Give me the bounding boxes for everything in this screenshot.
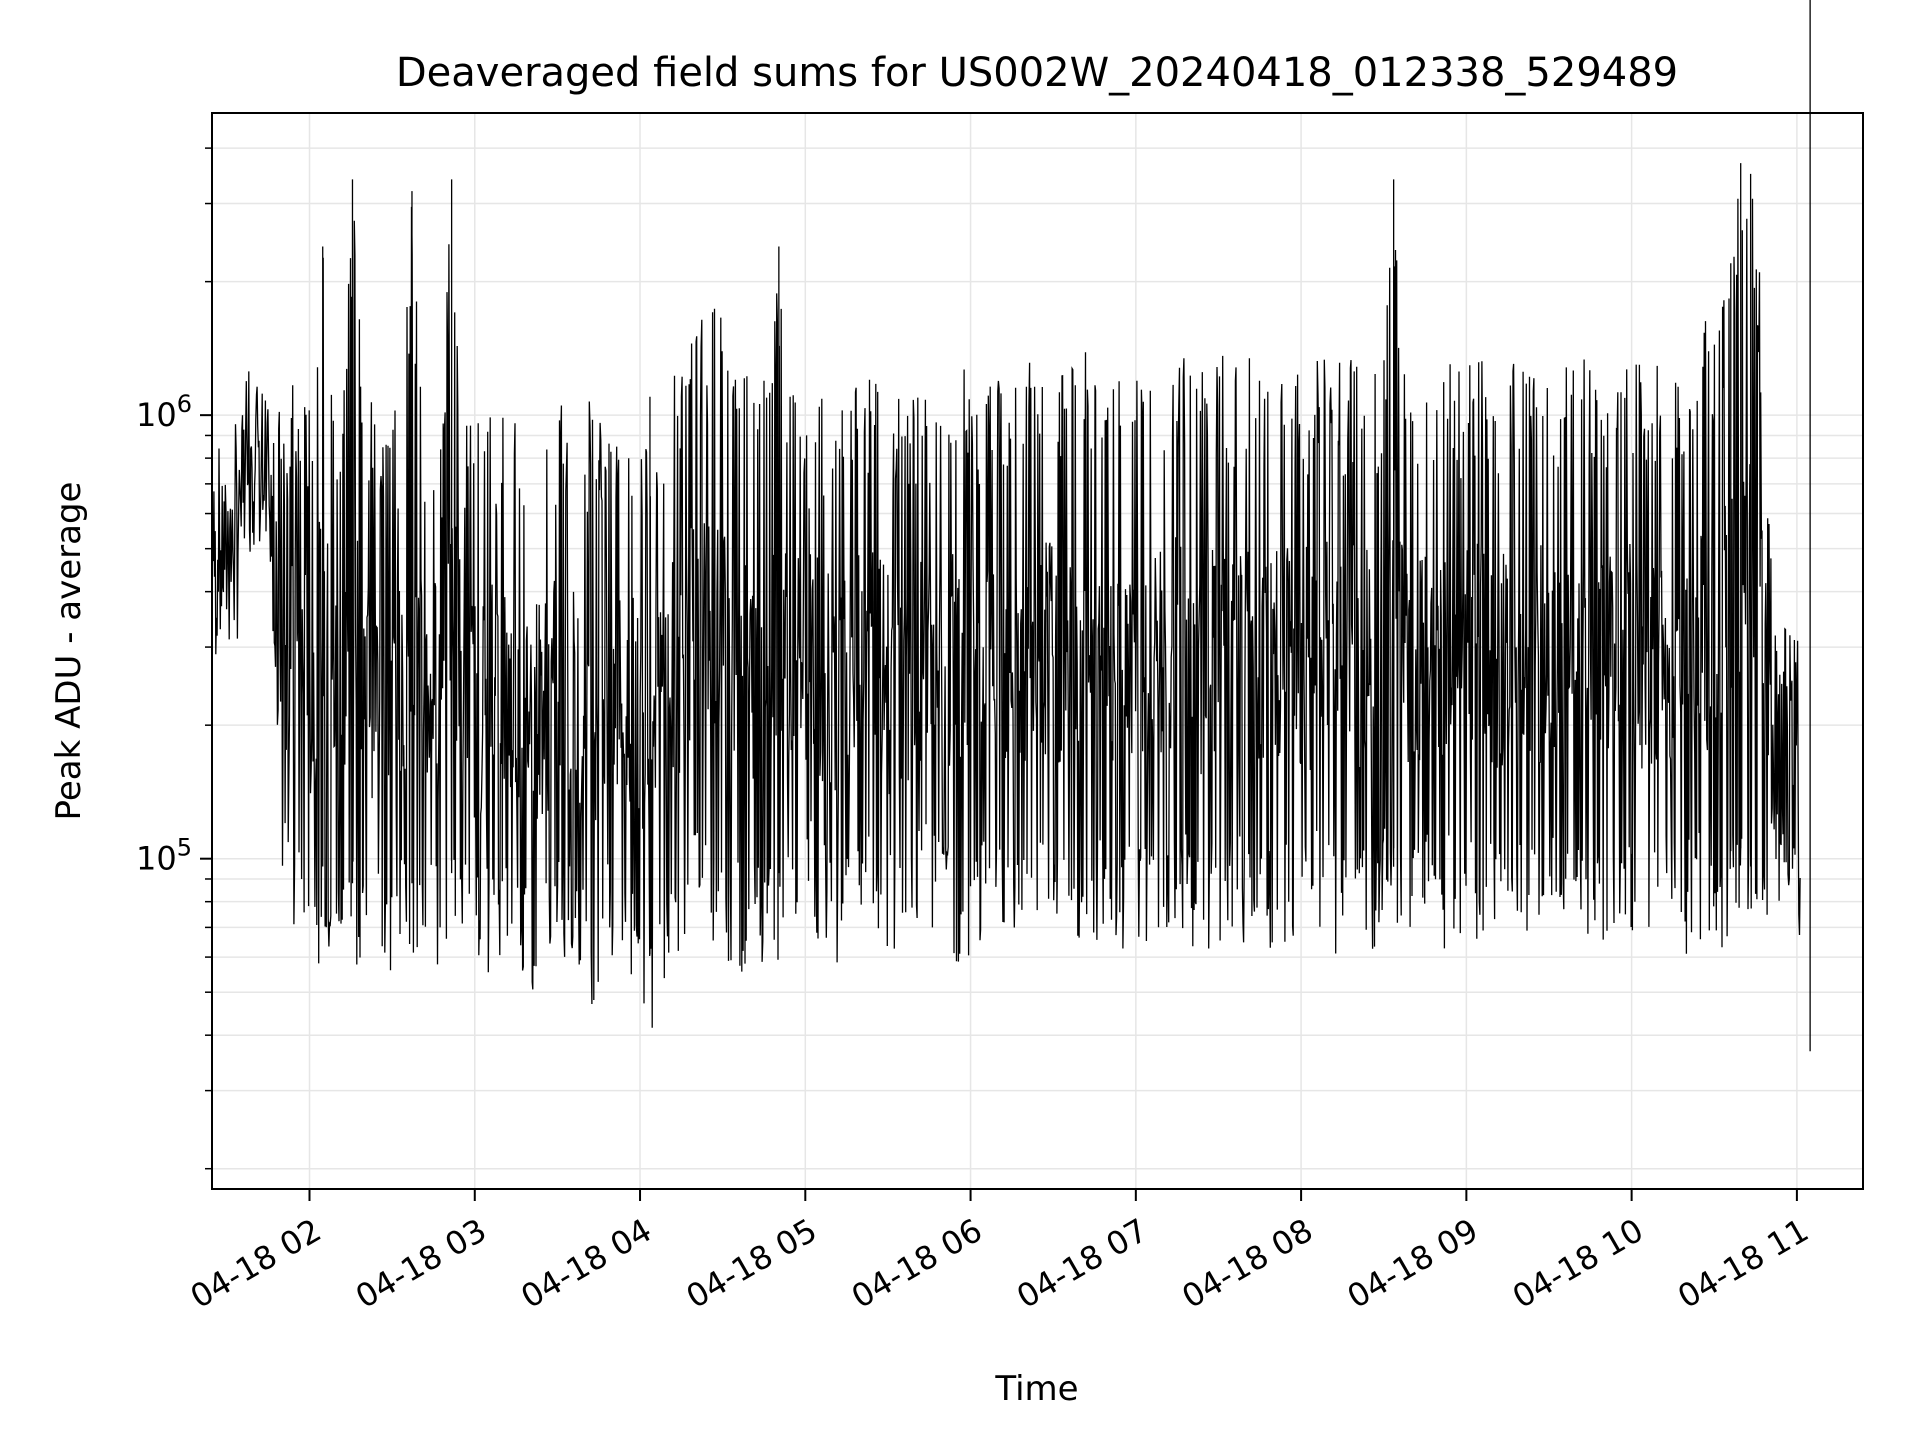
y-axis-title: Peak ADU - average bbox=[49, 482, 89, 821]
x-tick-label: 04-18 06 bbox=[845, 1211, 989, 1316]
x-tick-label: 04-18 11 bbox=[1671, 1211, 1815, 1316]
x-axis-title: Time bbox=[994, 1369, 1078, 1409]
x-tick-label: 04-18 10 bbox=[1506, 1211, 1650, 1316]
series-line bbox=[211, 198, 1801, 1028]
y-tick-label: 105 bbox=[136, 834, 192, 878]
y-tick-label: 106 bbox=[136, 390, 192, 434]
x-tick-label: 04-18 04 bbox=[514, 1211, 658, 1316]
plot-area-frame bbox=[211, 112, 1864, 1190]
x-tick-label: 04-18 09 bbox=[1341, 1211, 1485, 1316]
x-tick-label: 04-18 05 bbox=[680, 1211, 824, 1316]
x-tick-label: 04-18 07 bbox=[1010, 1211, 1154, 1316]
x-tick-label: 04-18 03 bbox=[349, 1211, 493, 1316]
x-tick-label: 04-18 02 bbox=[184, 1211, 328, 1316]
chart-title: Deaveraged field sums for US002W_2024041… bbox=[396, 50, 1678, 96]
data-series bbox=[211, 0, 1811, 1052]
x-tick-label: 04-18 08 bbox=[1175, 1211, 1319, 1316]
